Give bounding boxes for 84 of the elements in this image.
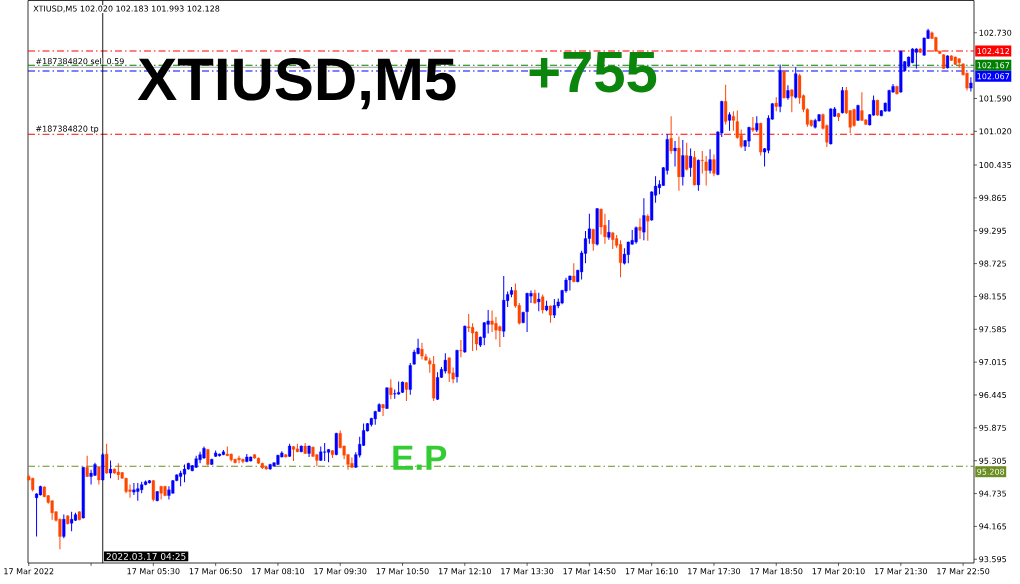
candlestick xyxy=(62,514,66,539)
candlestick xyxy=(638,217,642,240)
y-tick-label: 98.725 xyxy=(979,260,1006,267)
candlestick xyxy=(700,150,704,174)
candlestick xyxy=(607,219,611,241)
candlestick xyxy=(381,403,385,417)
y-tick-label: 95.875 xyxy=(979,424,1006,431)
candlestick xyxy=(689,148,693,178)
annotation: XTIUSD,M5 xyxy=(137,58,456,110)
candlestick xyxy=(471,322,475,352)
candlestick xyxy=(681,139,685,186)
candlestick xyxy=(708,148,712,174)
text: XTIUSD,M5 102.020 102.183 101.993 102.128 xyxy=(33,5,220,13)
candlestick xyxy=(105,443,109,475)
ref-line-label: 95.208 xyxy=(977,468,1005,475)
ref-line-label: 102.412 xyxy=(977,48,1009,55)
annotation: #187384820 sell 0.59 xyxy=(36,58,124,65)
x-tick-label: 17 Mar 16:10 xyxy=(625,568,678,575)
ref-line-label: 2022.03.17 04:25 xyxy=(106,552,186,560)
candlestick xyxy=(568,274,572,291)
candlestick xyxy=(50,499,54,521)
candlestick xyxy=(447,356,451,383)
candlestick xyxy=(969,76,973,93)
annotation: +755 xyxy=(529,52,657,93)
candlestick xyxy=(97,465,101,486)
annotation: #187384820 tp xyxy=(36,125,99,134)
y-tick-label: 96.445 xyxy=(979,391,1006,399)
candlestick xyxy=(860,91,864,122)
ref-line-label: 102.167 xyxy=(977,62,1010,69)
y-tick-label: 99.295 xyxy=(979,227,1006,234)
y-tick-label: 95.305 xyxy=(979,457,1006,464)
annotation: E.P xyxy=(393,445,447,470)
candlestick xyxy=(724,84,728,125)
x-tick-label: 17 Mar 12:10 xyxy=(438,568,491,575)
candlestick xyxy=(482,321,486,346)
x-tick-label: 17 Mar 05:30 xyxy=(127,568,180,575)
candlestick xyxy=(790,88,794,113)
x-tick-label: 17 Mar 22:50 xyxy=(937,568,990,575)
candlestick xyxy=(486,309,490,335)
x-tick-label: 17 Mar 21:30 xyxy=(874,568,927,575)
candlestick xyxy=(704,155,708,186)
candlestick xyxy=(541,293,545,314)
x-tick-label: 17 Mar 14:50 xyxy=(563,568,616,575)
y-tick-label: 101.020 xyxy=(979,128,1012,135)
y-tick-label: 101.590 xyxy=(979,95,1012,102)
x-tick-label: 17 Mar 20:10 xyxy=(812,568,865,575)
candlestick xyxy=(642,197,646,241)
y-tick-label: 102.730 xyxy=(979,29,1012,36)
candlestick xyxy=(436,371,440,401)
candlestick xyxy=(552,298,556,319)
candlestick xyxy=(237,455,241,464)
candlestick xyxy=(151,479,155,502)
y-tick-label: 93.595 xyxy=(979,556,1006,563)
candlestick xyxy=(443,352,447,374)
x-tick-label: 17 Mar 2022 xyxy=(4,568,54,575)
candlestick xyxy=(685,142,689,172)
candlestick xyxy=(673,140,677,167)
candlestick xyxy=(646,213,650,242)
candlestick xyxy=(420,342,424,361)
x-tick-label: 17 Mar 06:50 xyxy=(189,568,242,575)
candlestick xyxy=(525,292,529,333)
x-tick-label: 17 Mar 10:50 xyxy=(376,568,429,575)
x-tick-label: 17 Mar 13:30 xyxy=(501,568,554,575)
y-tick-label: 97.585 xyxy=(979,326,1006,333)
y-tick-label: 100.435 xyxy=(979,162,1012,169)
candlestick xyxy=(350,457,354,469)
candlestick xyxy=(712,153,716,177)
x-tick-label: 17 Mar 09:30 xyxy=(314,568,367,575)
candlestick xyxy=(626,240,630,264)
x-tick-label: 17 Mar 17:30 xyxy=(688,568,741,575)
candlestick xyxy=(840,86,844,114)
candlestick xyxy=(459,339,463,358)
y-tick-label: 97.015 xyxy=(979,359,1006,366)
candlestick xyxy=(751,116,755,133)
candlestick xyxy=(669,115,673,155)
x-tick-label: 17 Mar 08:10 xyxy=(252,568,305,575)
y-tick-label: 99.865 xyxy=(979,194,1006,201)
y-tick-label: 94.735 xyxy=(979,490,1006,497)
candlestick xyxy=(389,378,393,400)
y-tick-label: 94.165 xyxy=(979,523,1006,530)
ref-line-label: 102.067 xyxy=(977,73,1010,80)
x-tick-label: 17 Mar 18:50 xyxy=(750,568,803,575)
candlestick xyxy=(537,292,541,312)
y-tick-label: 98.155 xyxy=(979,293,1006,300)
